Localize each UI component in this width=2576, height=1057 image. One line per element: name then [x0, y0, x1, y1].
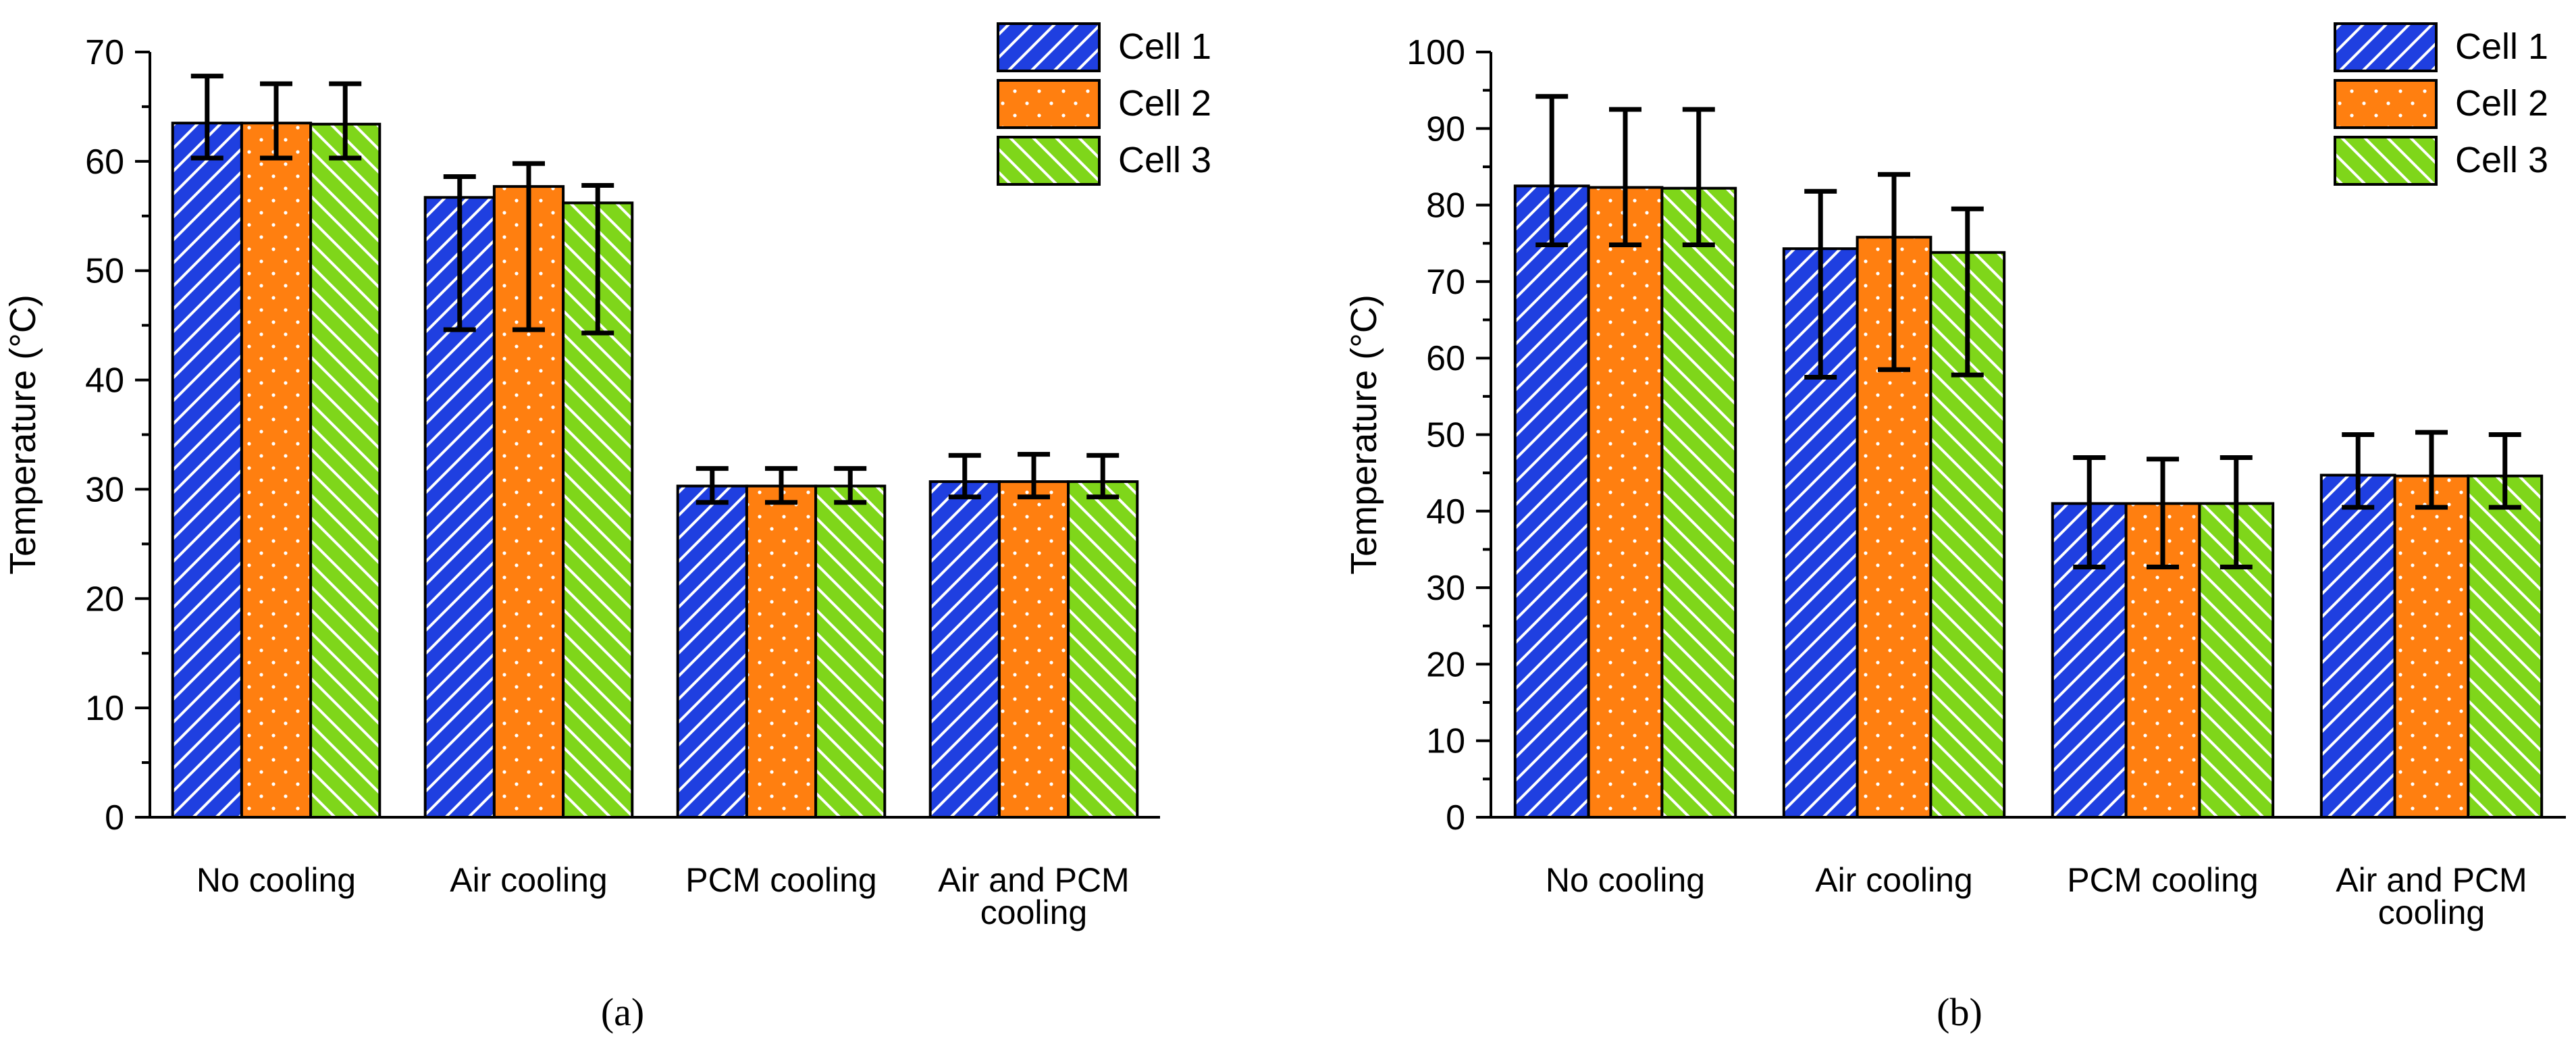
y-tick-label: 50 [1426, 416, 1465, 455]
error-bar-cell2-0 [1609, 107, 1641, 248]
error-bar-cell2-1 [512, 161, 545, 332]
legend-label-cell3: Cell 3 [2455, 140, 2548, 180]
error-bar-cell2-3 [2415, 430, 2448, 510]
error-bar-cell1-1 [443, 174, 476, 332]
legend-label-cell1: Cell 1 [2455, 26, 2548, 67]
error-bar-cell2-1 [1878, 172, 1910, 372]
error-bar-cell3-1 [581, 182, 614, 336]
y-tick-label: 60 [1426, 339, 1465, 378]
legend-swatch-cell3 [997, 136, 1101, 186]
bar-cell1-3 [2319, 473, 2396, 819]
bar-cell1-3 [928, 480, 1001, 819]
y-tick-label: 40 [1426, 492, 1465, 532]
x-tick-label-0: No cooling [196, 861, 356, 899]
error-bar-cell1-2 [2073, 455, 2106, 570]
y-tick-label: 50 [85, 252, 124, 291]
y-tick-label: 30 [1426, 569, 1465, 608]
error-bar-cell3-1 [1951, 206, 1984, 378]
bar-cell2-3 [997, 480, 1070, 819]
error-bar-cell1-0 [1535, 94, 1569, 248]
chart-panel-b: No cooling Air cooling PCM cooling Air and … [1344, 22, 2566, 931]
chart-panel-a: No cooling Air cooling PCM cooling Air and … [3, 22, 1211, 931]
legend-label-cell2: Cell 2 [1118, 83, 1211, 124]
y-tick-label: 0 [1446, 798, 1465, 837]
y-axis-label: Temperature (°C) [3, 294, 43, 575]
error-bar-cell3-3 [1086, 453, 1120, 500]
x-tick-label-1: Air cooling [1815, 861, 1972, 899]
legend-swatch-cell1 [2334, 22, 2438, 72]
legend-label-cell1: Cell 1 [1118, 26, 1211, 67]
y-tick-label: 100 [1407, 33, 1465, 72]
y-tick-label: 20 [85, 579, 124, 619]
bar-cell1-0 [1513, 184, 1590, 819]
legend-swatch-cell1 [997, 22, 1101, 72]
error-bar-cell2-0 [260, 81, 292, 161]
y-tick-label: 70 [1426, 263, 1465, 302]
bar-cell3-2 [814, 484, 887, 819]
legend: Cell 1 Cell 2 Cell 3 [997, 22, 1211, 186]
error-bar-cell3-0 [329, 81, 362, 161]
x-tick-label-0: No cooling [1546, 861, 1705, 899]
error-bar-cell1-3 [2342, 432, 2375, 510]
error-bar-cell3-2 [834, 466, 867, 505]
bar-cell1-2 [676, 484, 748, 819]
panel-caption-b: (b) [1937, 990, 1982, 1034]
legend-swatch-cell3 [2334, 136, 2438, 186]
legend-label-cell3: Cell 3 [1118, 140, 1211, 180]
error-bar-cell1-1 [1804, 188, 1837, 380]
error-bar-cell2-2 [765, 466, 797, 505]
error-bar-cell2-3 [1018, 452, 1050, 500]
legend: Cell 1 Cell 2 Cell 3 [2334, 22, 2548, 186]
legend-label-cell2: Cell 2 [2455, 83, 2548, 124]
x-tick-label-1: Air cooling [450, 861, 607, 899]
y-tick-label: 60 [85, 143, 124, 182]
error-bar-cell1-2 [695, 466, 729, 505]
error-bar-cell2-2 [2147, 457, 2179, 570]
y-tick-label: 10 [1426, 722, 1465, 761]
bar-cell2-3 [2393, 474, 2470, 819]
bar-cell2-0 [240, 122, 313, 819]
y-tick-label: 80 [1426, 186, 1465, 226]
x-tick-label-3: Air and PCM cooling [938, 861, 1129, 931]
y-tick-label: 40 [85, 361, 124, 401]
error-bar-cell3-3 [2488, 432, 2521, 510]
bar-cell3-3 [1067, 480, 1139, 819]
y-tick-label: 20 [1426, 645, 1465, 684]
y-tick-label: 0 [105, 798, 124, 837]
bar-cell2-0 [1587, 186, 1664, 819]
y-tick-label: 30 [85, 470, 124, 509]
x-tick-label-2: PCM cooling [685, 861, 876, 899]
error-bar-cell1-0 [190, 74, 224, 161]
panel-caption-a: (a) [601, 990, 644, 1034]
bar-cell3-3 [2467, 474, 2544, 819]
bar-cell1-0 [171, 122, 243, 819]
y-tick-label: 90 [1426, 109, 1465, 149]
legend-swatch-cell2 [997, 79, 1101, 129]
bar-cell3-0 [1660, 186, 1737, 819]
error-bar-cell3-2 [2219, 455, 2253, 570]
legend-swatch-cell2 [2334, 79, 2438, 129]
y-axis-label: Temperature (°C) [1344, 294, 1384, 575]
x-tick-label-3: Air and PCM cooling [2336, 861, 2527, 931]
x-tick-label-2: PCM cooling [2067, 861, 2258, 899]
bar-cell2-2 [745, 484, 818, 819]
y-tick-label: 70 [85, 33, 124, 72]
y-tick-label: 10 [85, 689, 124, 728]
bar-cell3-0 [309, 122, 382, 819]
error-bar-cell1-3 [948, 453, 981, 500]
error-bar-cell3-0 [1682, 107, 1715, 248]
